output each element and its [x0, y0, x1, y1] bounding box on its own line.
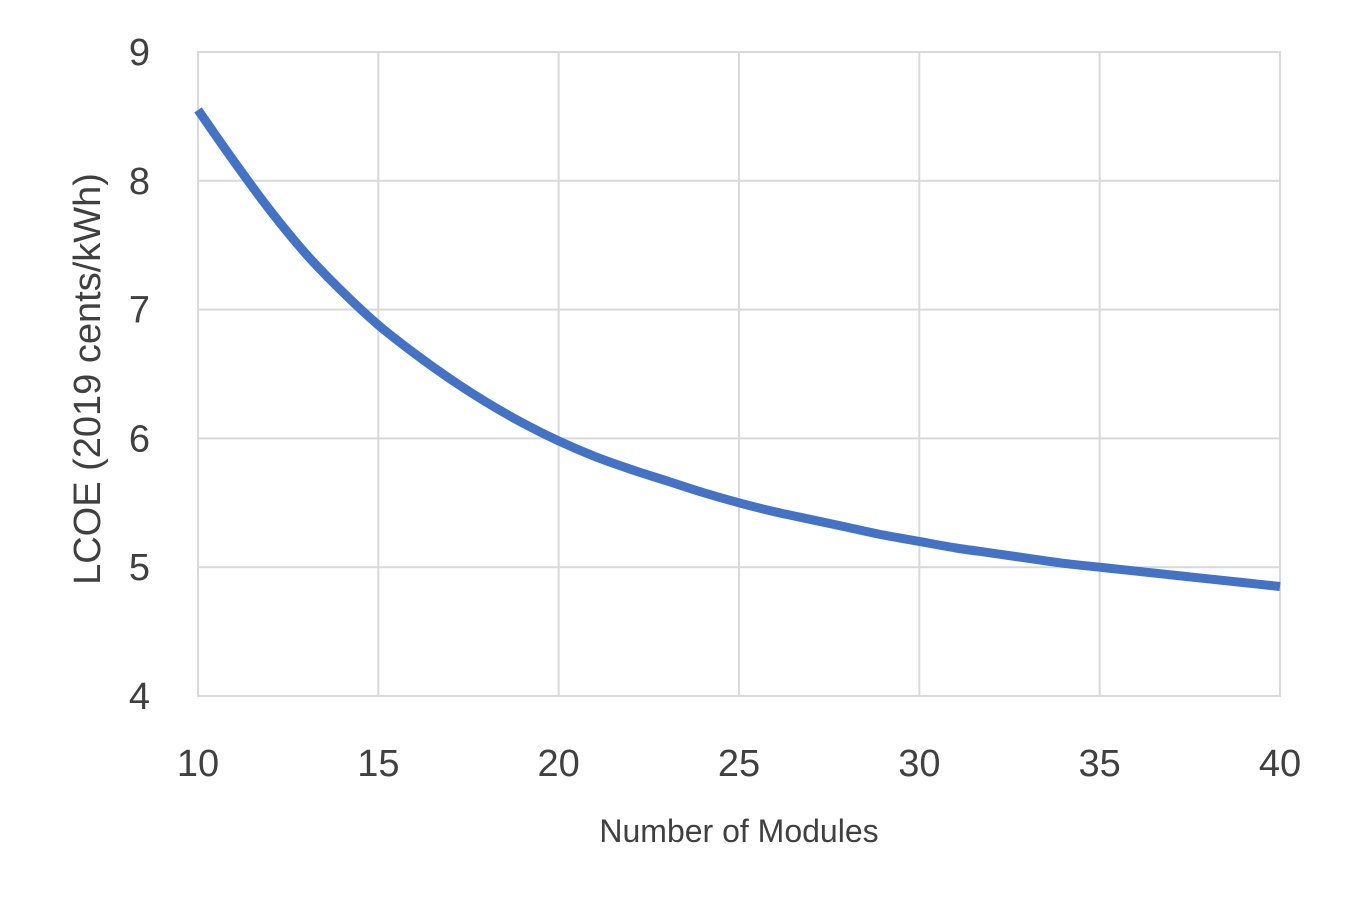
x-tick-label: 40 — [1259, 743, 1301, 785]
plot-area-frame — [197, 51, 1281, 697]
x-axis-label: Number of Modules — [599, 813, 878, 849]
x-axis-ticks: 10 15 20 25 30 35 40 — [177, 743, 1301, 785]
grid — [197, 51, 1281, 697]
x-tick-label: 25 — [718, 743, 760, 785]
x-tick-label: 10 — [177, 743, 219, 785]
y-tick-label: 9 — [129, 32, 150, 74]
series-group — [194, 107, 1281, 591]
y-tick-label: 7 — [129, 290, 150, 332]
y-axis-ticks: 4 5 6 7 8 9 — [129, 32, 150, 718]
x-tick-label: 30 — [898, 743, 940, 785]
y-tick-label: 8 — [129, 161, 150, 203]
x-tick-label: 15 — [357, 743, 399, 785]
series-line — [194, 107, 1281, 591]
y-axis-label: LCOE (2019 cents/kWh) — [67, 173, 109, 585]
y-tick-label: 4 — [129, 676, 150, 718]
x-tick-label: 20 — [538, 743, 580, 785]
y-tick-label: 6 — [129, 418, 150, 460]
x-tick-label: 35 — [1079, 743, 1121, 785]
y-tick-label: 5 — [129, 547, 150, 589]
